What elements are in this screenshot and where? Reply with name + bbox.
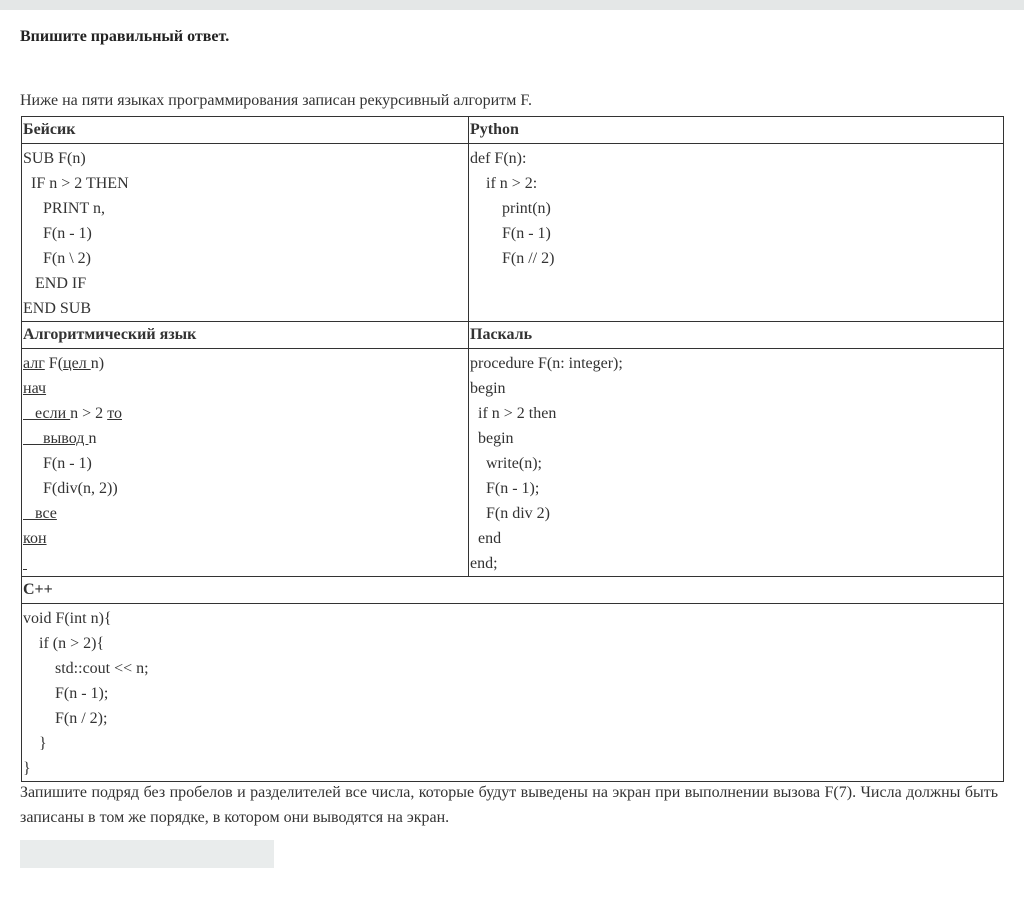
python-header: Python: [468, 116, 1004, 144]
code-line: если n > 2 то: [23, 401, 468, 426]
code-text: F(n - 1): [23, 455, 92, 472]
basic-header: Бейсик: [21, 116, 469, 144]
keyword: нач: [23, 380, 47, 397]
intro-text: Ниже на пяти языках программирования зап…: [20, 92, 532, 109]
cpp-code: void F(int n){ if (n > 2){ std::cout << …: [21, 603, 1004, 782]
code-line: if n > 2:: [470, 175, 538, 192]
code-line: std::cout << n;: [23, 660, 149, 677]
code-text: n > 2: [70, 405, 108, 422]
code-line: F(n - 1): [470, 225, 551, 242]
keyword: все: [23, 505, 57, 522]
code-line: END IF: [23, 275, 87, 292]
code-line: все: [23, 501, 468, 526]
code-line: }: [23, 735, 47, 752]
code-line: F(n - 1): [23, 451, 468, 476]
pascal-header: Паскаль: [468, 321, 1004, 349]
code-line: if (n > 2){: [23, 635, 105, 652]
code-line: F(n \ 2): [23, 250, 91, 267]
code-line: END SUB: [23, 300, 92, 317]
python-code: def F(n): if n > 2: print(n) F(n - 1) F(…: [468, 143, 1004, 322]
pascal-code: procedure F(n: integer); begin if n > 2 t…: [468, 348, 1004, 577]
code-line: F(n - 1): [23, 225, 92, 242]
code-line: F(div(n, 2)): [23, 476, 468, 501]
code-line: print(n): [470, 200, 551, 217]
code-line: алг F(цел n): [23, 351, 468, 376]
code-line: def F(n):: [470, 150, 527, 167]
keyword: если: [23, 405, 71, 422]
code-line: F(n - 1);: [23, 685, 109, 702]
code-line: if n > 2 then: [470, 405, 557, 422]
code-line: procedure F(n: integer);: [470, 355, 623, 372]
code-line: begin: [470, 380, 506, 397]
keyword: кон: [23, 530, 47, 547]
code-line: end: [470, 530, 502, 547]
code-line: F(n div 2): [470, 505, 550, 522]
code-line: }: [23, 760, 31, 777]
code-table: Бейсик Python SUB F(n) IF n > 2 THEN PRI…: [21, 116, 1004, 782]
code-line: F(n - 1);: [470, 480, 540, 497]
code-text: n): [90, 355, 105, 372]
code-line: SUB F(n): [23, 150, 86, 167]
code-line: F(n / 2);: [23, 710, 108, 727]
code-text: n: [88, 430, 97, 447]
keyword: вывод: [23, 430, 89, 447]
code-line: нач: [23, 376, 468, 401]
code-line: F(n // 2): [470, 250, 555, 267]
keyword: [23, 555, 27, 572]
answer-input[interactable]: [20, 840, 274, 868]
question-text: Запишите подряд без пробелов и разделите…: [20, 784, 998, 826]
code-line: [23, 551, 468, 576]
code-line: begin: [470, 430, 514, 447]
algo-code: алг F(цел n) нач если n > 2 то вывод n F(…: [21, 348, 469, 577]
code-line: write(n);: [470, 455, 542, 472]
cpp-header: C++: [21, 576, 1004, 604]
code-line: кон: [23, 526, 468, 551]
code-line: IF n > 2 THEN: [23, 175, 129, 192]
basic-code: SUB F(n) IF n > 2 THEN PRINT n, F(n - 1)…: [21, 143, 469, 322]
code-line: вывод n: [23, 426, 468, 451]
code-text: F(div(n, 2)): [23, 480, 118, 497]
keyword: алг: [23, 355, 45, 372]
code-line: PRINT n,: [23, 200, 105, 217]
code-line: void F(int n){: [23, 610, 112, 627]
top-bar: [0, 0, 1024, 10]
algo-header: Алгоритмический язык: [21, 321, 469, 349]
keyword: то: [107, 405, 122, 422]
keyword: цел: [63, 355, 91, 372]
instruction: Впишите правильный ответ.: [20, 28, 230, 45]
code-line: end;: [470, 555, 498, 572]
code-text: F(: [44, 355, 64, 372]
